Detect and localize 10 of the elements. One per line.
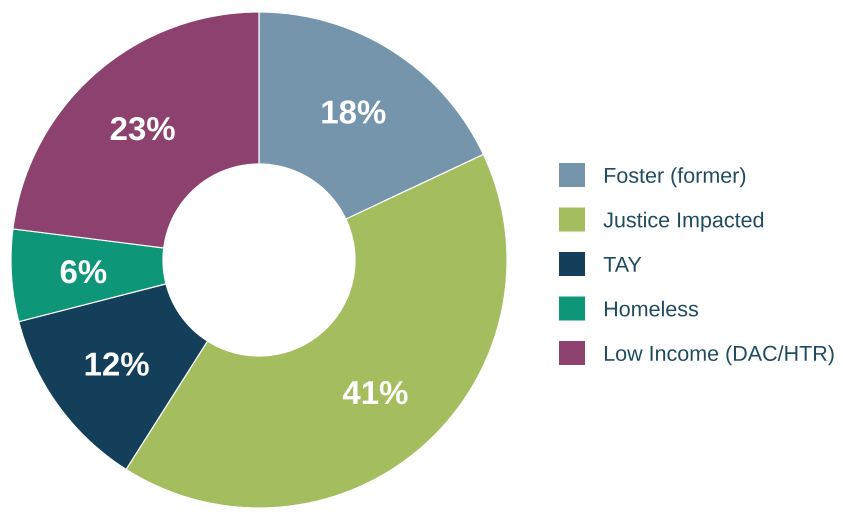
legend-label: Homeless: [604, 300, 698, 317]
data-label: 23%: [110, 116, 175, 140]
legend-label: Foster (former): [604, 167, 746, 188]
data-label: 41%: [342, 381, 408, 404]
data-label: 12%: [86, 352, 149, 376]
legend-label: TAY: [604, 257, 642, 272]
legend-label: Justice Impacted: [604, 212, 764, 232]
data-label: 18%: [322, 100, 386, 124]
legend-label: Low Income (DAC/HTR): [604, 345, 834, 366]
data-label: 6%: [60, 260, 106, 284]
